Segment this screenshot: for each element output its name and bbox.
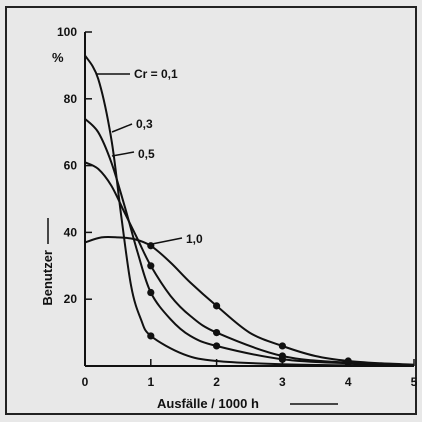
x-tick-label: 5 <box>411 375 418 389</box>
data-point-cr-0-5 <box>213 329 221 337</box>
y-unit-label: % <box>52 50 64 65</box>
data-point-cr-1-0 <box>344 357 352 365</box>
data-point-cr-0-3 <box>147 288 155 297</box>
curve-label-cr-0-3: 0,3 <box>136 117 153 131</box>
x-axis-title: Ausfälle / 1000 h <box>157 396 259 411</box>
y-axis-title-group: Benutzer <box>40 218 55 306</box>
y-tick-label: 40 <box>64 225 78 239</box>
curve-label-leader <box>111 151 135 157</box>
curve-label-cr-0-5: 0,5 <box>138 147 155 161</box>
curve-cr-0-1 <box>84 54 415 367</box>
plot-markers <box>147 242 352 367</box>
curve-label-leader <box>151 237 183 245</box>
curve-cr-0-3 <box>84 118 415 366</box>
data-point-cr-1-0 <box>213 302 221 310</box>
data-point-cr-0-5 <box>147 262 155 270</box>
data-point-cr-0-1 <box>147 332 155 340</box>
plot-curves <box>84 54 415 367</box>
curve-label-cr-0-1: Cr = 0,1 <box>134 67 178 81</box>
data-point-cr-0-3 <box>213 342 221 350</box>
x-tick-label: 1 <box>147 375 154 389</box>
x-tick-label: 0 <box>82 375 89 389</box>
data-point-cr-0-5 <box>278 352 286 360</box>
curve-label-leader <box>111 123 133 133</box>
data-point-cr-1-0 <box>278 342 286 350</box>
curve-labels: Cr = 0,1 0,3 0,5 1,0 <box>97 67 203 246</box>
outer-border <box>5 6 417 415</box>
y-tick-label: 80 <box>64 92 78 106</box>
y-tick-label: 20 <box>64 292 78 306</box>
y-tick-label: 60 <box>64 159 78 173</box>
y-tick-label: 100 <box>57 25 77 39</box>
y-axis-title: Benutzer <box>40 250 55 306</box>
x-tick-label: 3 <box>279 375 286 389</box>
x-tick-label: 4 <box>345 375 352 389</box>
curve-cr-0-5 <box>84 161 415 366</box>
curve-label-cr-1-0: 1,0 <box>186 232 203 246</box>
x-tick-label: 2 <box>213 375 220 389</box>
axis-ticks: 0 1 2 3 4 5 20 40 60 80 100 <box>57 25 418 389</box>
